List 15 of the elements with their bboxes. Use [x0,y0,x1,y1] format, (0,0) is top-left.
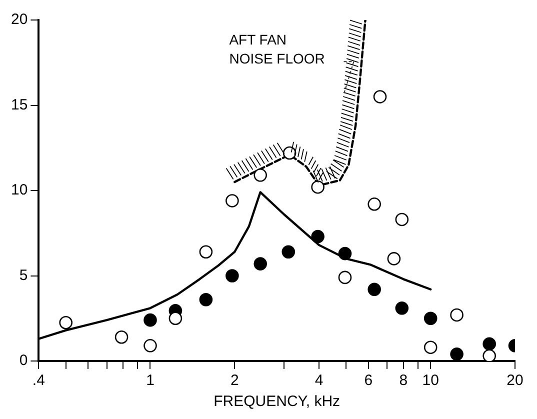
annotation: AFT FAN NOISE FLOOR [229,32,325,66]
y-tick-label: 5 [19,266,28,284]
x-tick-label: 6 [364,372,373,390]
x-tick-label: 4 [314,372,324,390]
x-axis-title: FREQUENCY, kHz [214,393,340,410]
x-tick-label: 10 [422,372,439,390]
x-tick-label: 8 [399,372,408,390]
x-tick-label: 20 [506,372,524,390]
y-tick-label: 10 [10,182,28,199]
x-tick-label: .4 [32,372,45,390]
x-tick-label: 1 [146,372,154,390]
x-tick-label: 2 [230,372,239,390]
y-tick-label: 15 [10,96,28,114]
y-tick-label: 0 [19,352,28,370]
y-tick-label: 20 [10,11,28,28]
